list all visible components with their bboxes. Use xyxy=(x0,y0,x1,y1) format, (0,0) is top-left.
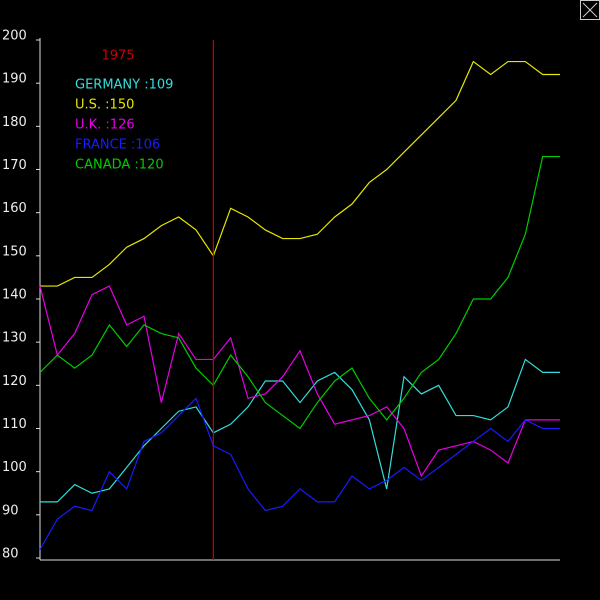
y-tick-label: 80 xyxy=(2,547,19,562)
y-tick-label: 140 xyxy=(2,288,27,303)
cursor-label: 1975 xyxy=(101,49,134,64)
y-tick-label: 130 xyxy=(2,331,27,346)
series-line xyxy=(40,60,560,287)
legend-label: GERMANY :109 xyxy=(75,78,173,93)
legend-label: CANADA :120 xyxy=(75,158,164,173)
series-line xyxy=(40,358,560,503)
y-tick-label: 110 xyxy=(2,417,27,432)
y-tick-label: 100 xyxy=(2,460,27,475)
y-tick-label: 160 xyxy=(2,201,27,216)
series-line xyxy=(39,397,560,550)
close-cross[interactable] xyxy=(582,2,598,18)
series-line xyxy=(39,155,560,430)
y-tick-label: 200 xyxy=(2,29,27,44)
legend-label: FRANCE :106 xyxy=(75,138,160,153)
y-tick-label: 120 xyxy=(2,374,27,389)
y-tick-label: 90 xyxy=(2,503,19,518)
y-tick-label: 150 xyxy=(2,244,27,259)
close-button[interactable] xyxy=(580,0,600,20)
y-tick-label: 190 xyxy=(2,72,27,87)
y-tick-label: 180 xyxy=(2,115,27,130)
legend-label: U.S. :150 xyxy=(75,98,134,113)
y-tick-label: 170 xyxy=(2,158,27,173)
legend-label: U.K. :126 xyxy=(75,118,135,133)
